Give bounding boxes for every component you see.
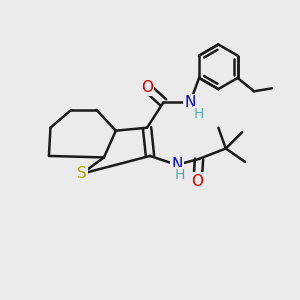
- Text: O: O: [141, 80, 153, 95]
- Text: O: O: [192, 174, 204, 189]
- Text: H: H: [175, 168, 185, 182]
- Text: S: S: [77, 166, 86, 181]
- Text: H: H: [194, 107, 204, 121]
- Text: N: N: [171, 158, 182, 172]
- Text: N: N: [184, 95, 196, 110]
